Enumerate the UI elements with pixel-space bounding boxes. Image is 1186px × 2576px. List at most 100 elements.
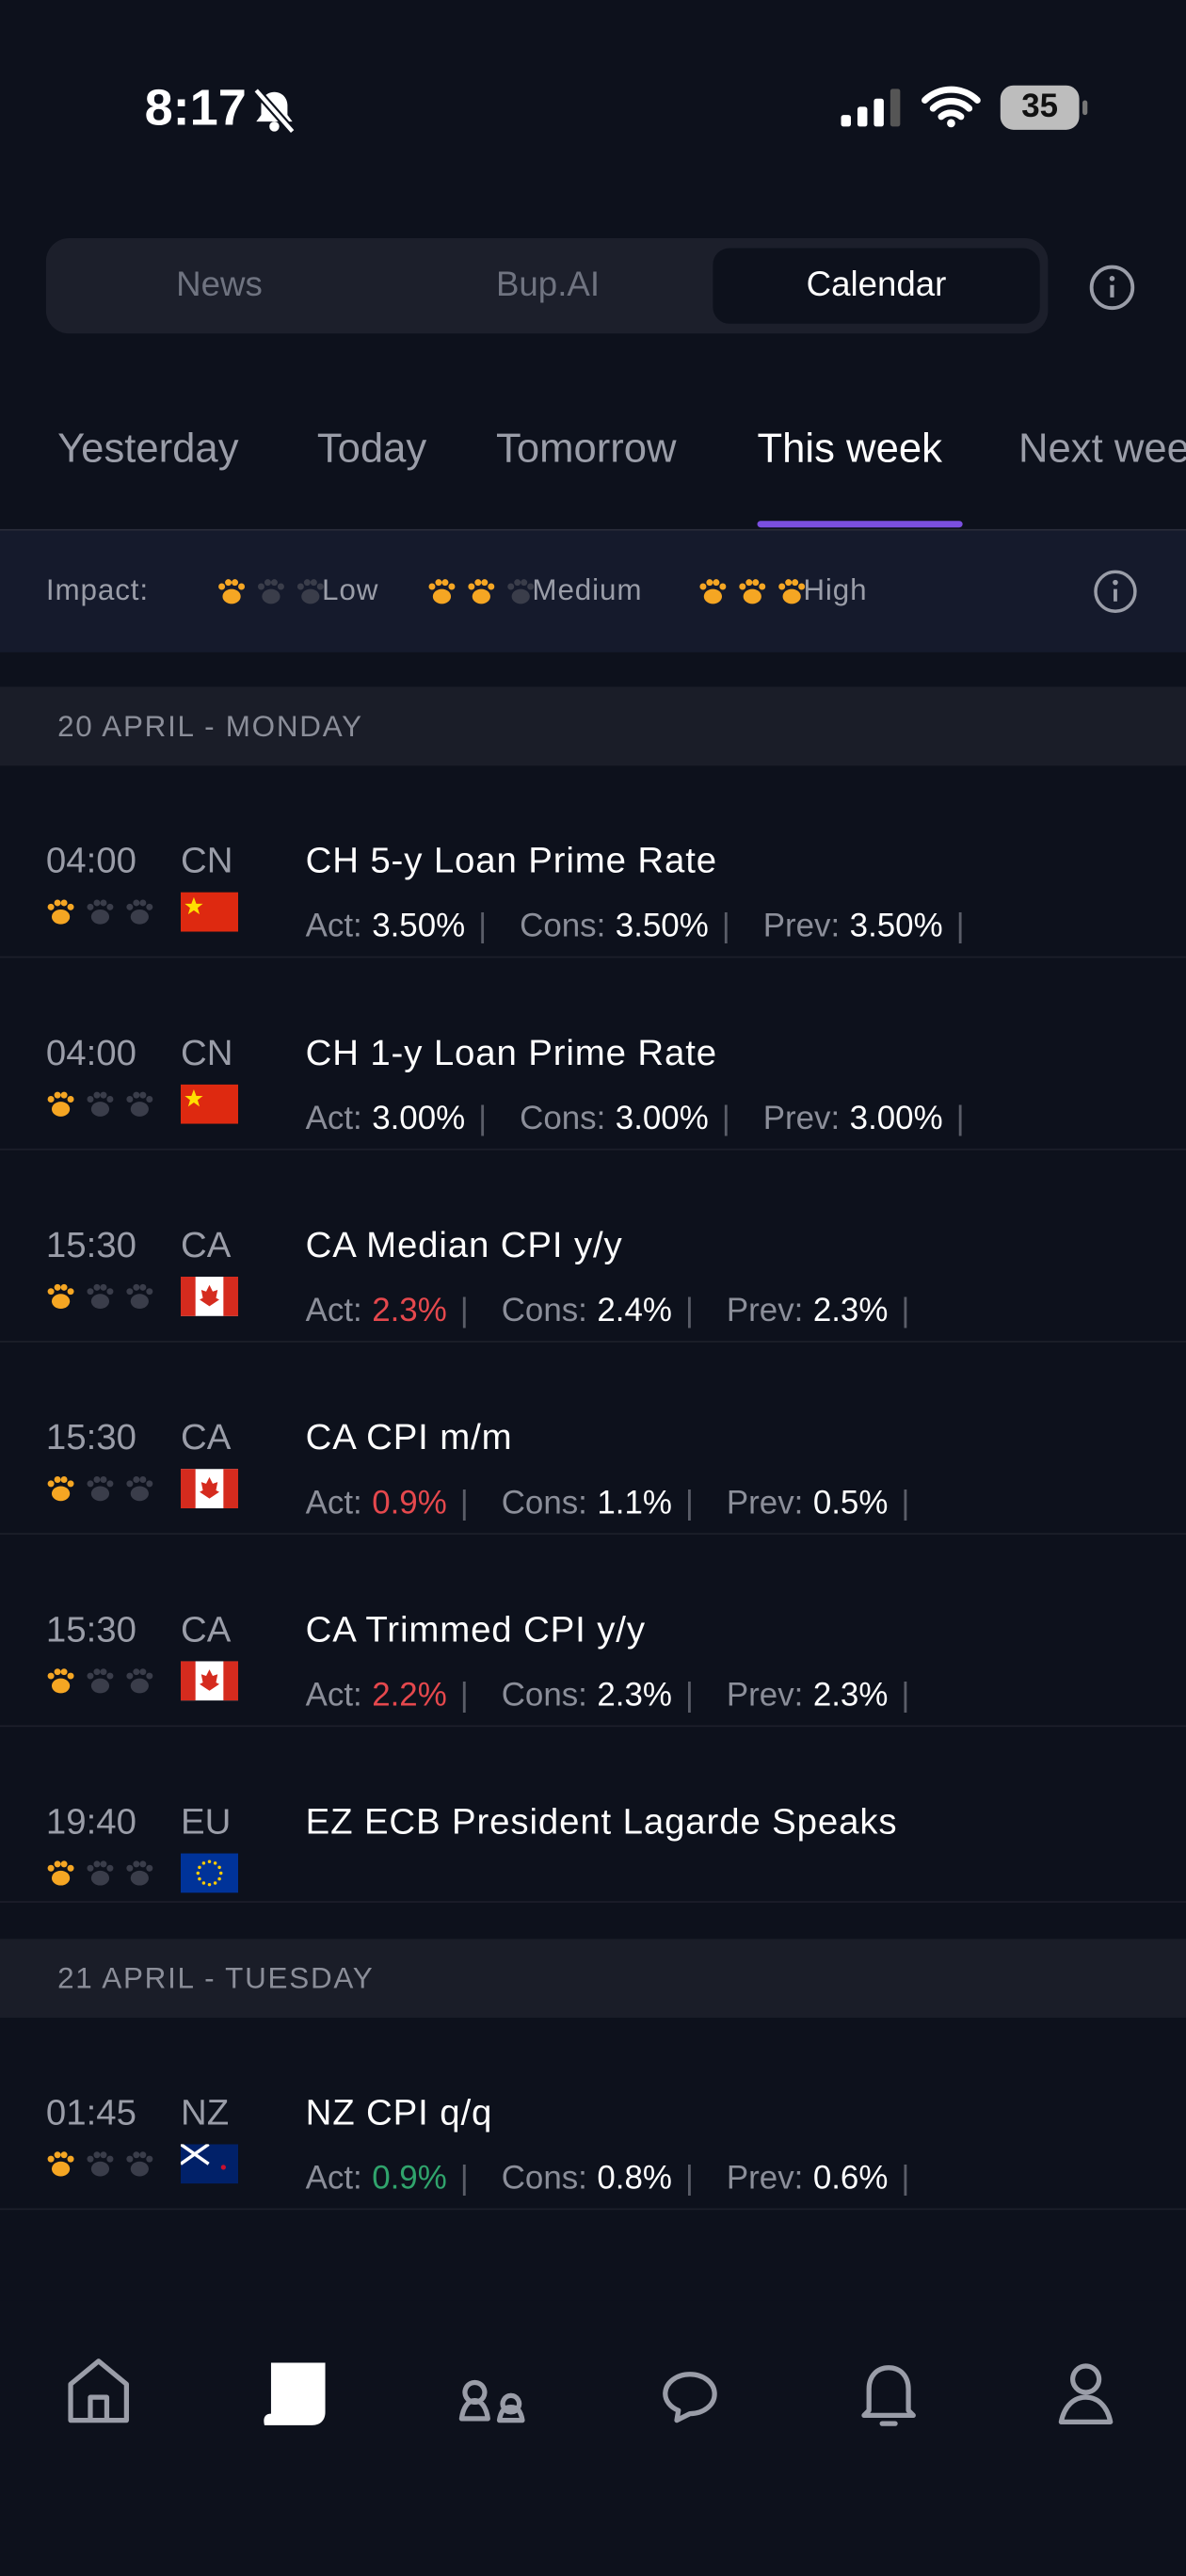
event-country: CN [180,839,233,881]
segment-tab[interactable]: Calendar [713,248,1040,324]
paw-toe [67,903,74,910]
stat-value: 3.00% [849,1101,943,1137]
paw [126,2151,153,2177]
segment-tab[interactable]: News [176,266,263,304]
paw [126,1668,153,1694]
paw [296,579,324,604]
paw-toe [67,1864,74,1872]
event-time: 15:30 [45,1224,136,1265]
flag [180,1276,239,1316]
paw-toe [106,1288,114,1296]
paw-toe [146,1672,153,1680]
flag-star [201,1881,206,1885]
paw-pad [51,1870,71,1886]
event-time: 15:30 [45,1608,136,1650]
paw-toe [514,579,521,587]
day-tab[interactable]: Today [316,425,427,472]
paw-pad [90,909,110,925]
event-time: 04:00 [45,1031,136,1073]
stat-separator: | [901,1485,910,1522]
bottom-nav [0,2300,1186,2576]
flag-leaf [200,1284,219,1307]
nav-people[interactable] [458,2379,525,2423]
paw-toe [100,899,107,907]
event-title: CH 5-y Loan Prime Rate [305,839,718,881]
nav-bell[interactable] [861,2365,916,2426]
paw-toe [126,903,134,910]
wifi-icon [922,86,981,128]
nav-icons [68,2359,1114,2426]
paw [468,579,495,604]
paw-pad [51,1678,71,1694]
event-time: 01:45 [45,2091,136,2133]
paw-toe [60,1283,68,1291]
stat-separator: | [459,1293,469,1329]
paw-toe [133,1668,140,1676]
nav-chat[interactable] [663,2372,717,2423]
paw-toe [126,1672,134,1680]
paw-toe [448,583,456,590]
day-tab[interactable]: This week [757,425,942,472]
paw-pad [130,2161,149,2177]
stat-value: 0.8% [597,2160,672,2198]
day-tab[interactable]: Yesterday [57,425,239,472]
paw-toe [468,583,475,590]
flag-star [201,1861,206,1865]
paw [87,1860,114,1886]
paw-pad [90,2161,110,2177]
impact-level-label: High [803,573,868,606]
stat-label: Act: [305,1293,362,1329]
impact-info-button[interactable] [1091,567,1140,616]
impact-level-label: Low [322,573,379,606]
paw-toe [785,579,793,587]
paw-toe [67,2155,74,2163]
flag-star [217,1876,221,1881]
flag-star [184,1089,203,1107]
stat-value: 0.5% [812,1485,889,1522]
event-row[interactable]: 19:40 EU EZ ECB President Lagarde Speaks [0,1727,1186,1903]
nav-calendar[interactable] [264,2362,326,2425]
flag-star [196,1871,200,1876]
info-button[interactable] [1087,263,1136,312]
event-row[interactable]: 01:45 NZ NZ CPI q/q Act: 0.9% | Cons: 0.8% | Prev… [0,2018,1186,2211]
paw-pad [472,588,490,604]
nav-home[interactable] [68,2359,129,2423]
stat-label: Prev: [726,1293,804,1329]
stat-value: 2.3% [812,1293,889,1329]
segment-tab[interactable]: Bup.AI [495,266,601,304]
event-title: NZ CPI q/q [305,2091,493,2133]
paw-toe [139,1860,147,1868]
paw-toe [146,1096,153,1103]
paw-toe [133,2151,140,2159]
day-tab[interactable]: Tomorrow [496,425,677,472]
event-row[interactable]: 15:30 CA CA Trimmed CPI y/y Act: 2.2% | Cons: 2… [0,1535,1186,1728]
event-title: CA Trimmed CPI y/y [305,1608,646,1650]
stat-value: 2.4% [597,1293,672,1329]
stat-separator: | [901,1293,910,1329]
paw-toe [126,1480,134,1488]
paw-toe [54,1476,61,1483]
stat-separator: | [721,1101,730,1137]
paw-toe [47,2155,55,2163]
day-tab[interactable]: Next week [1018,425,1186,472]
nav-profile[interactable] [1058,2363,1114,2424]
paw-toe [218,583,226,590]
paw-toe [47,1096,55,1103]
paw [778,579,806,604]
paw-toe [60,1476,68,1483]
event-row[interactable]: 15:30 CA CA Median CPI y/y Act: 2.3% | Cons: 2.… [0,1151,1186,1343]
event-row[interactable]: 04:00 CN CH 5-y Loan Prime Rate Act: 3.50% | C… [0,765,1186,958]
stat-label: Cons: [520,909,606,945]
event-impact [47,1668,153,1694]
paw-toe [106,1864,114,1872]
event-row[interactable]: 15:30 CA CA CPI m/m Act: 0.9% | Cons: 1.1% | Prev… [0,1343,1186,1535]
event-row[interactable]: 04:00 CN CH 1-y Loan Prime Rate Act: 3.00% | C… [0,958,1186,1151]
impact-level-label: Medium [532,573,643,606]
paw-toe [47,903,55,910]
paw-toe [54,899,61,907]
paw-toe [699,583,707,590]
stat-value: 3.50% [372,909,466,945]
stat-label: Act: [305,1101,362,1137]
flag [180,1084,239,1124]
paw [87,2151,114,2177]
